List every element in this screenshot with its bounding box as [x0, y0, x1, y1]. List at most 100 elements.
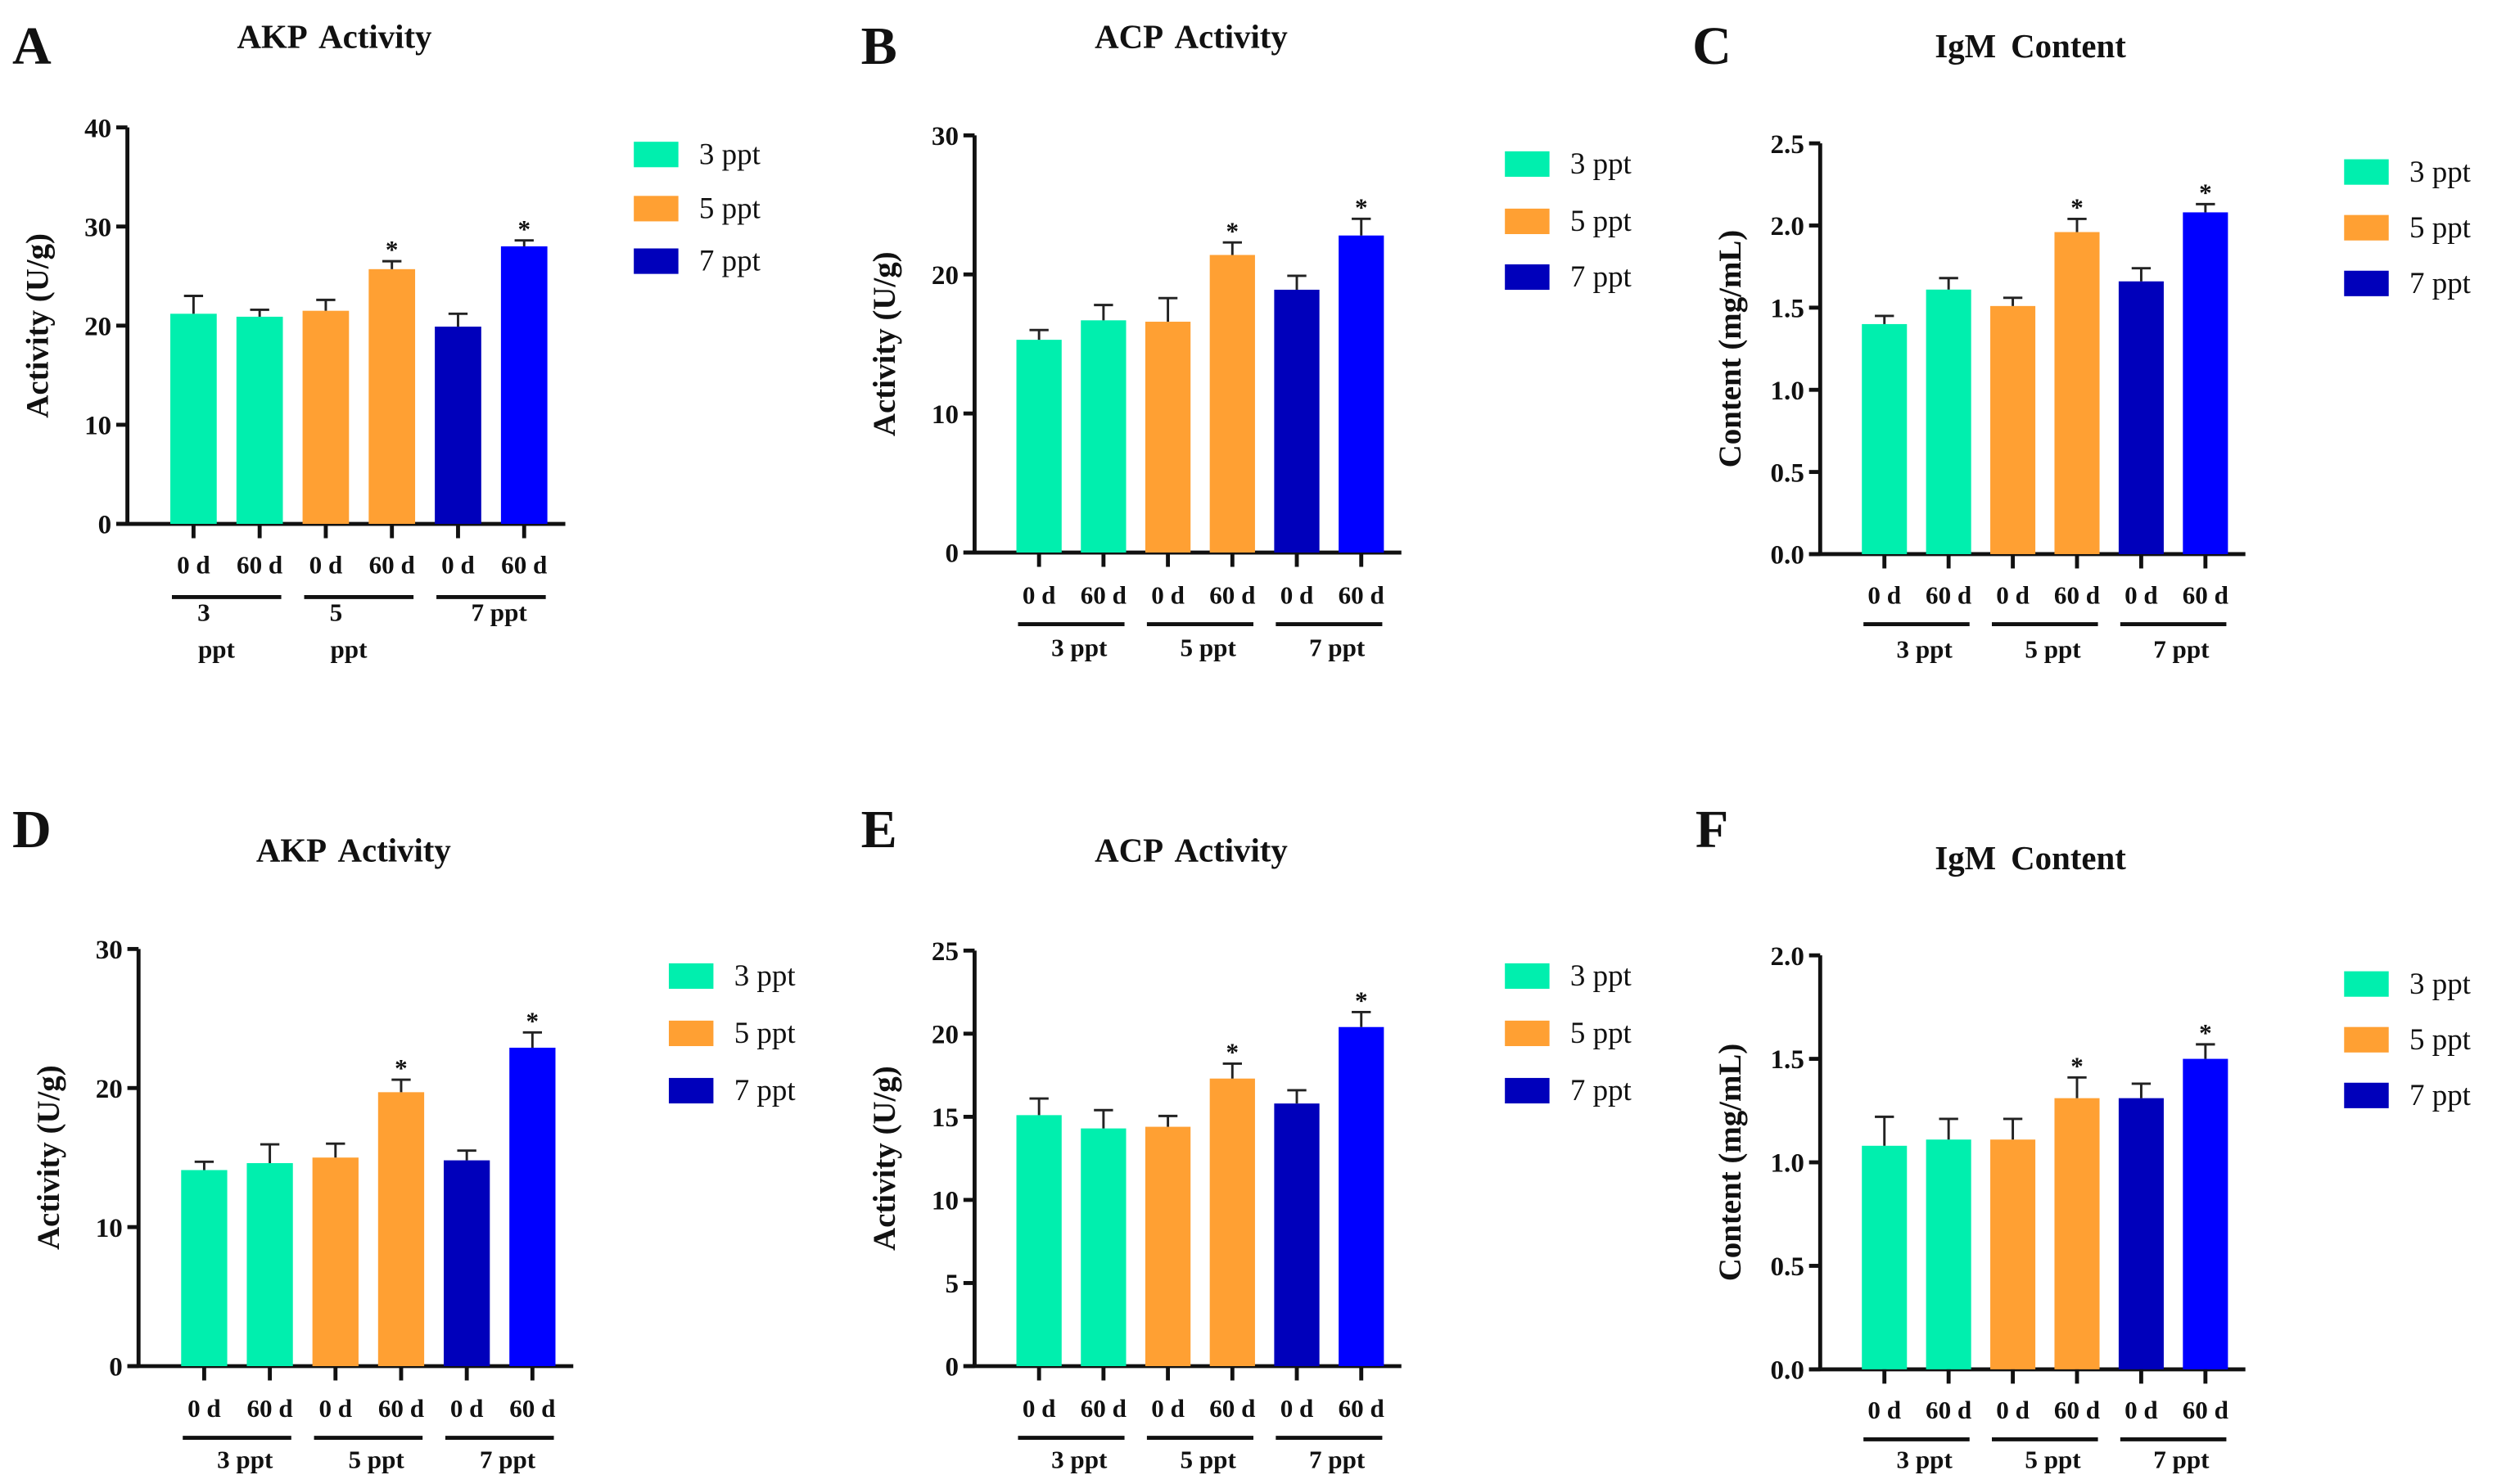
y-tick-label: 0.5 [1771, 458, 1804, 488]
y-tick-label: 20 [932, 261, 959, 291]
panel-b: B ACP Activity Activity (U/g) 0 10 20 30 0 d 60 … [861, 16, 1632, 662]
bar [1926, 289, 1971, 554]
y-tick-label: 2.5 [1771, 130, 1804, 160]
group-label: 5 ppt [2025, 1445, 2081, 1473]
group-label: 3 ppt [217, 1445, 273, 1473]
legend-swatch [634, 196, 679, 222]
bar [1990, 305, 2036, 554]
bar [1339, 1026, 1384, 1366]
x-tick-label: 0 d [450, 1394, 484, 1423]
bar [1209, 1078, 1255, 1366]
bar [1016, 340, 1062, 553]
legend-label: 7 ppt [699, 244, 761, 277]
bar [509, 1047, 556, 1366]
y-axis-label: Activity (U/g) [31, 1065, 66, 1250]
significance-marker: * [526, 1006, 540, 1035]
significance-marker: * [395, 1053, 408, 1082]
legend-swatch [1505, 1020, 1550, 1047]
group-label: 3 [197, 598, 210, 627]
y-axis-label: Activity (U/g) [20, 233, 55, 418]
x-tick-label: 60 d [237, 550, 282, 579]
y-tick-label: 15 [932, 1103, 959, 1133]
bar [1209, 255, 1255, 553]
x-tick-label: 0 d [441, 550, 475, 579]
panel-letter: D [12, 800, 52, 859]
group-label: 7 ppt [1309, 1445, 1366, 1473]
bar [435, 327, 481, 525]
chart-title: AKP Activity [256, 832, 452, 868]
bar [1862, 1145, 1908, 1369]
group-label: 7 ppt [2153, 634, 2210, 663]
bar [1862, 323, 1908, 554]
legend-label: 3 ppt [1570, 147, 1632, 180]
legend-label: 3 ppt [1570, 959, 1632, 992]
bar [170, 313, 217, 525]
group-label: 7 ppt [1309, 633, 1366, 661]
x-tick-label: 0 d [309, 550, 343, 579]
panel-c: C IgM Content Content (mg/mL) 0.0 0.5 1.0 1.5 2… [1692, 16, 2472, 664]
panel-d: D AKP Activity Activity (U/g) 0 10 20 30 0 d 60 … [12, 800, 796, 1474]
x-tick-label: 0 d [2124, 580, 2158, 609]
y-tick-label: 0 [945, 1353, 959, 1383]
x-tick-label: 0 d [1867, 580, 1901, 609]
bar [1274, 289, 1320, 553]
group-label: 5 ppt [1181, 633, 1237, 661]
y-tick-label: 10 [84, 412, 111, 441]
x-tick-label: 60 d [378, 1394, 424, 1423]
bar [377, 1092, 425, 1366]
group-label: 3 ppt [1051, 633, 1108, 661]
bar [1081, 320, 1127, 553]
panel-f: F IgM Content Content (mg/mL) 0.0 0.5 1.0 1.5 2… [1696, 800, 2472, 1474]
x-tick-label: 0 d [1280, 1394, 1314, 1423]
legend-swatch [668, 1020, 714, 1047]
bar [1990, 1139, 2036, 1369]
x-tick-label: 60 d [2183, 580, 2228, 609]
legend-label: 5 ppt [1570, 204, 1632, 237]
group-label: 3 ppt [1897, 634, 1953, 663]
legend-label: 5 ppt [2409, 1022, 2472, 1056]
legend-swatch [2344, 159, 2389, 185]
legend-swatch [1505, 264, 1550, 291]
y-axis-label: Content (mg/mL) [1713, 230, 1748, 468]
panel-letter: B [861, 16, 897, 76]
group-label: 5 ppt [2025, 634, 2081, 663]
bar [1145, 322, 1191, 553]
x-tick-label: 60 d [246, 1394, 292, 1423]
y-tick-label: 20 [932, 1021, 959, 1050]
legend-label: 7 ppt [734, 1073, 797, 1107]
bar [2054, 1098, 2100, 1369]
panel-letter: C [1692, 16, 1732, 76]
y-tick-label: 20 [84, 313, 111, 342]
chart-title: AKP Activity [237, 18, 432, 55]
legend: 3 ppt 5 ppt 7 ppt [1505, 147, 1632, 293]
bar [2054, 232, 2100, 554]
y-axis-label: Activity (U/g) [867, 1066, 902, 1251]
y-tick-label: 20 [96, 1075, 123, 1104]
legend-swatch [2344, 971, 2389, 997]
panel-letter: E [861, 800, 897, 859]
legend-label: 7 ppt [2409, 1078, 2472, 1112]
group-label: 3 ppt [1897, 1445, 1953, 1473]
x-tick-label: 60 d [1209, 1394, 1255, 1423]
y-tick-label: 0.5 [1771, 1252, 1804, 1282]
legend: 3 ppt 5 ppt 7 ppt [634, 137, 761, 277]
significance-marker: * [1226, 1038, 1239, 1067]
y-tick-label: 30 [96, 936, 123, 965]
group-label: 7 ppt [2153, 1445, 2210, 1473]
group-label: ppt [331, 634, 368, 663]
legend: 3 ppt 5 ppt 7 ppt [1505, 959, 1632, 1107]
bar [1339, 235, 1384, 553]
bar [246, 1162, 293, 1366]
y-tick-label: 10 [932, 400, 959, 430]
y-tick-label: 30 [932, 122, 959, 151]
bar [2118, 281, 2164, 554]
x-tick-label: 60 d [1339, 1394, 1384, 1423]
significance-marker: * [2199, 178, 2212, 207]
legend-swatch [634, 142, 679, 168]
panel-e: E ACP Activity Activity (U/g) 0 5 10 15 20 25 0 d… [861, 800, 1632, 1474]
legend-swatch [668, 963, 714, 989]
legend-label: 5 ppt [2409, 210, 2472, 244]
x-tick-label: 60 d [2183, 1396, 2228, 1424]
y-tick-label: 30 [84, 213, 111, 242]
